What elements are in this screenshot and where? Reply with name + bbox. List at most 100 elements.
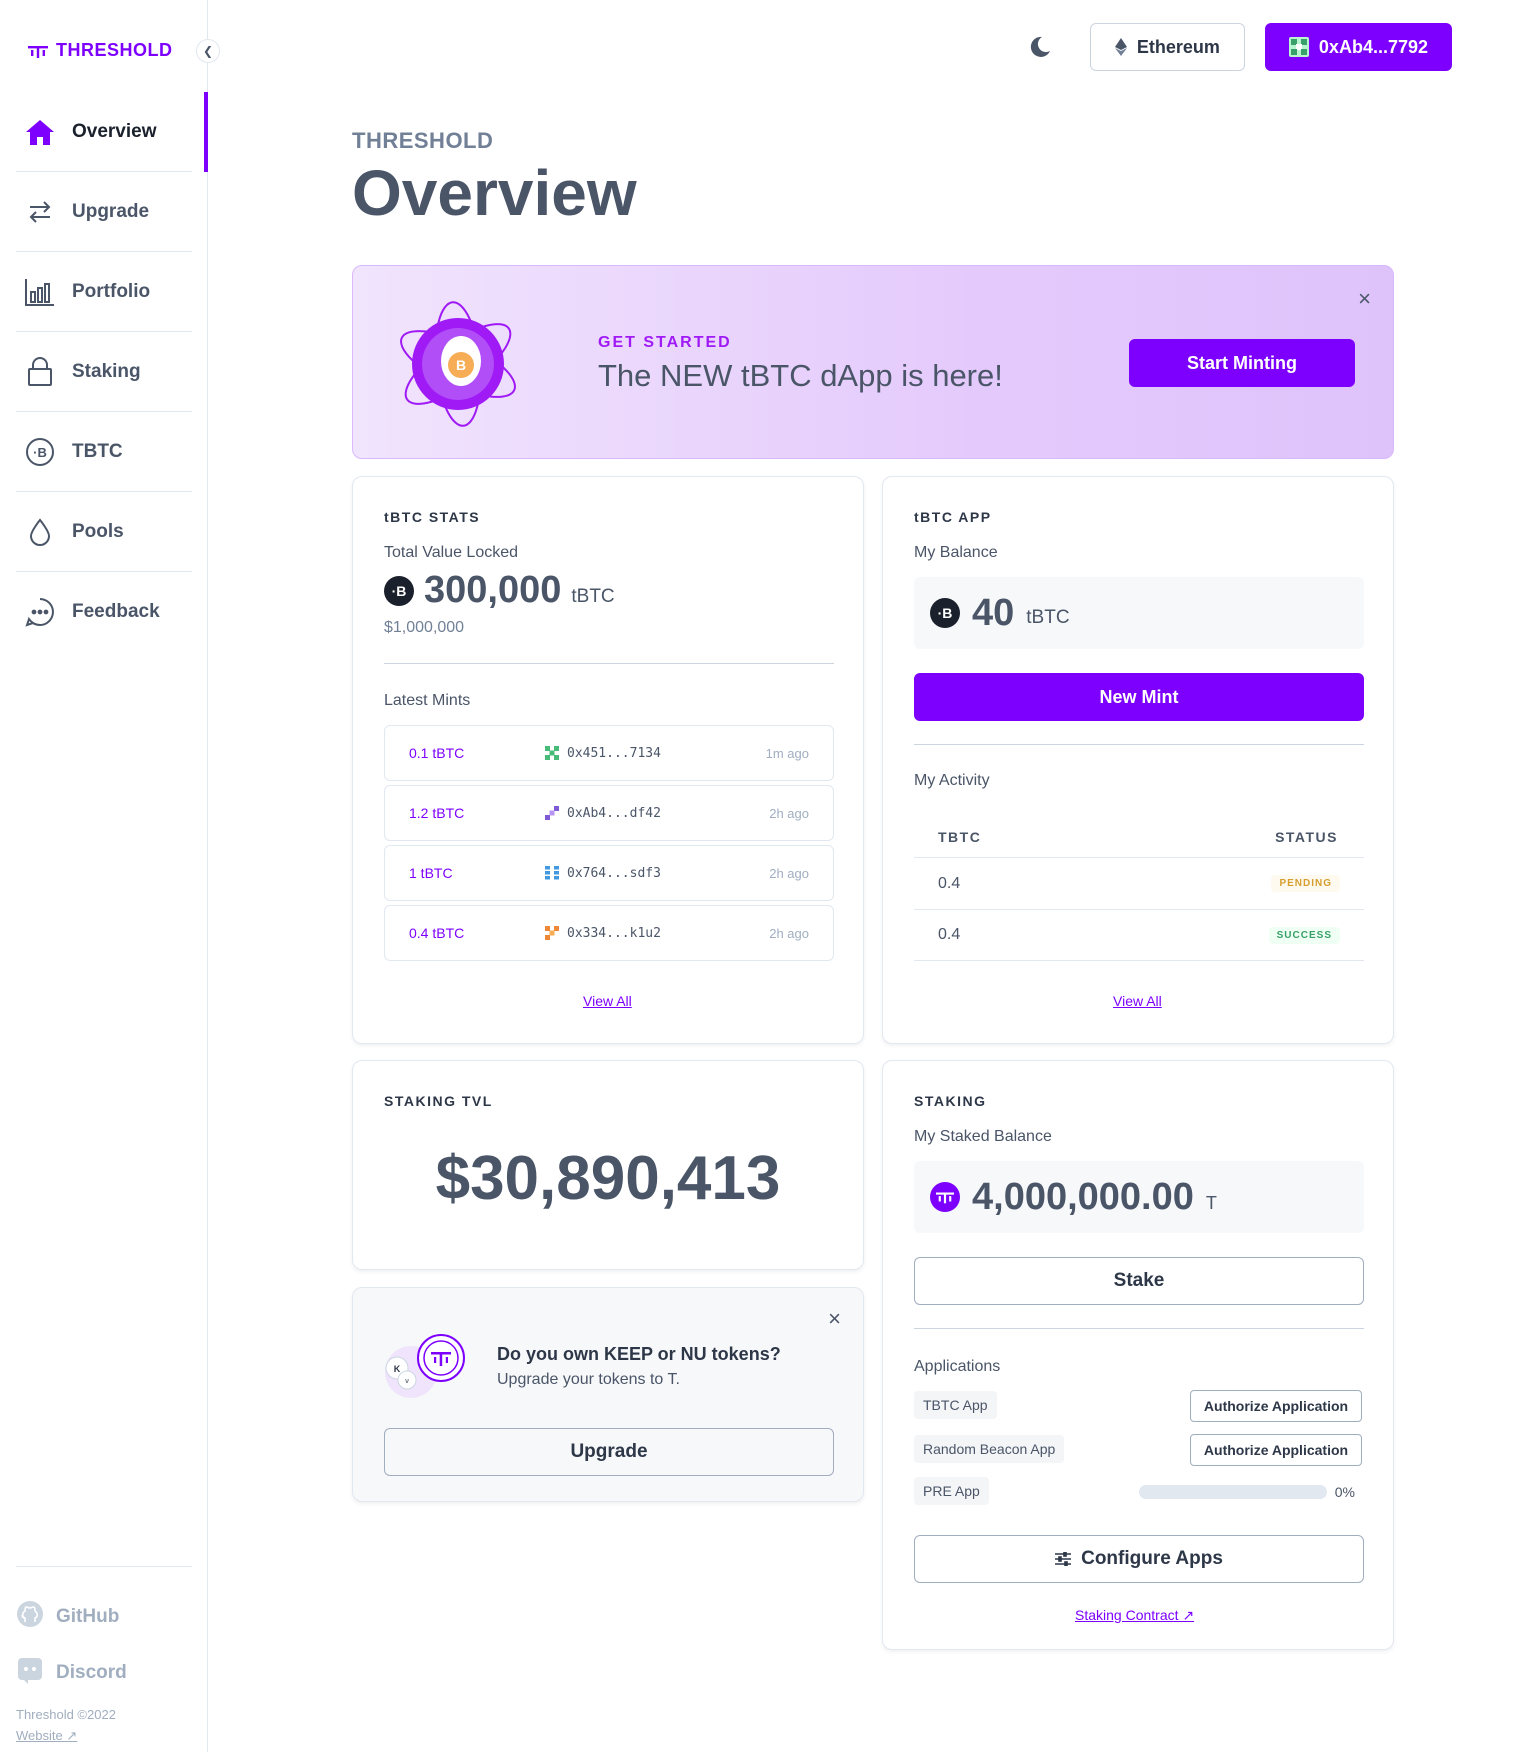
view-all-activity-link[interactable]: View All bbox=[1113, 993, 1162, 1009]
configure-apps-label: Configure Apps bbox=[1081, 1548, 1223, 1569]
address-avatar-icon bbox=[545, 746, 559, 760]
upgrade-card-close-icon[interactable]: × bbox=[828, 1306, 841, 1331]
staking-contract-link[interactable]: Staking Contract ↗ bbox=[1075, 1607, 1195, 1623]
mint-amount: 0.4 tBTC bbox=[409, 925, 465, 941]
tvl-label: Total Value Locked bbox=[384, 544, 519, 561]
mint-address: 0x451...7134 bbox=[545, 746, 766, 761]
svg-text:K: K bbox=[394, 1364, 401, 1374]
mint-time: 2h ago bbox=[769, 925, 809, 941]
stake-button[interactable]: Stake bbox=[914, 1257, 1364, 1305]
new-mint-button[interactable]: New Mint bbox=[914, 673, 1364, 721]
svg-text:B: B bbox=[456, 357, 466, 373]
wallet-button[interactable]: 0xAb4...7792 bbox=[1264, 23, 1452, 71]
droplet-icon bbox=[24, 516, 56, 548]
banner-close-icon[interactable]: × bbox=[1358, 286, 1371, 311]
staked-balance-box: 4,000,000.00 T bbox=[914, 1161, 1364, 1233]
sidebar-item-overview[interactable]: Overview bbox=[16, 92, 208, 172]
staking-card: STAKING My Staked Balance 4,000,000.00 T… bbox=[882, 1060, 1394, 1650]
tbtc-balance-box: ·B 40 tBTC bbox=[914, 577, 1364, 649]
staked-balance-label: My Staked Balance bbox=[914, 1128, 1052, 1145]
mint-address-text: 0x334...k1u2 bbox=[567, 925, 661, 941]
mint-address-text: 0x764...sdf3 bbox=[567, 865, 661, 881]
lock-icon bbox=[24, 356, 56, 388]
mint-address: 0x764...sdf3 bbox=[545, 866, 769, 881]
sidebar-nav: Overview Upgrade Portfolio Staking ·B TB… bbox=[16, 92, 208, 652]
sidebar-item-pools[interactable]: Pools bbox=[16, 492, 192, 572]
pre-app-progress-label: 0% bbox=[1334, 1484, 1355, 1500]
github-link[interactable]: GitHub bbox=[16, 1589, 192, 1645]
sidebar-item-tbtc[interactable]: ·B TBTC bbox=[16, 412, 192, 492]
sidebar-footer: GitHub Discord Threshold ©2022 Website ↗ bbox=[16, 1566, 192, 1745]
divider bbox=[384, 663, 834, 664]
app-tag-random-beacon: Random Beacon App bbox=[914, 1435, 1065, 1463]
sidebar-item-upgrade[interactable]: Upgrade bbox=[16, 172, 192, 252]
threshold-logo[interactable]: THRESHOLD bbox=[28, 40, 173, 61]
card-label: STAKING TVL bbox=[384, 1093, 493, 1109]
sidebar-item-label: Pools bbox=[72, 520, 124, 542]
keep-nu-tokens-illustration: K ν bbox=[385, 1334, 465, 1398]
mint-row[interactable]: 0.4 tBTC 0x334...k1u2 2h ago bbox=[384, 905, 834, 961]
swap-icon bbox=[24, 196, 56, 228]
wallet-avatar-icon bbox=[1288, 37, 1309, 57]
discord-icon bbox=[16, 1656, 44, 1690]
mint-row[interactable]: 1.2 tBTC 0xAb4...df42 2h ago bbox=[384, 785, 834, 841]
mint-row[interactable]: 1 tBTC 0x764...sdf3 2h ago bbox=[384, 845, 834, 901]
tvl-value: 300,000 bbox=[424, 569, 562, 611]
column-header-tbtc: TBTC bbox=[938, 829, 982, 845]
mint-address: 0x334...k1u2 bbox=[545, 926, 769, 941]
dark-mode-toggle[interactable] bbox=[1020, 27, 1060, 67]
discord-label: Discord bbox=[56, 1662, 127, 1683]
mint-amount: 1.2 tBTC bbox=[409, 805, 465, 821]
balance-unit: tBTC bbox=[1026, 607, 1070, 628]
page-title: Overview bbox=[352, 157, 637, 229]
divider bbox=[914, 744, 1364, 745]
tbtc-launch-banner: B GET STARTED The NEW tBTC dApp is here!… bbox=[352, 265, 1394, 459]
mint-time: 2h ago bbox=[769, 865, 809, 881]
website-link[interactable]: Website ↗ bbox=[16, 1728, 78, 1743]
svg-text:·B: ·B bbox=[33, 445, 47, 460]
sidebar-item-label: Staking bbox=[72, 360, 141, 382]
network-button[interactable]: Ethereum bbox=[1089, 23, 1245, 71]
sidebar-item-feedback[interactable]: Feedback bbox=[16, 572, 192, 652]
mint-time: 2h ago bbox=[769, 805, 809, 821]
view-all-mints-link[interactable]: View All bbox=[583, 993, 632, 1009]
logo-text: THRESHOLD bbox=[56, 40, 173, 60]
sliders-icon bbox=[1055, 1552, 1072, 1566]
card-label: tBTC STATS bbox=[384, 509, 481, 525]
authorize-tbtc-app-button[interactable]: Authorize Application bbox=[1190, 1390, 1362, 1422]
staking-tvl-value: $30,890,413 bbox=[435, 1144, 781, 1213]
applications-label: Applications bbox=[914, 1358, 1001, 1375]
staking-tvl-card: STAKING TVL $30,890,413 bbox=[352, 1060, 864, 1270]
configure-apps-button[interactable]: Configure Apps bbox=[914, 1535, 1364, 1583]
mint-address-text: 0xAb4...df42 bbox=[567, 805, 661, 821]
mint-amount: 0.1 tBTC bbox=[409, 745, 465, 761]
collapse-sidebar-button[interactable]: ❮ bbox=[196, 39, 220, 63]
upgrade-card-subtitle: Upgrade your tokens to T. bbox=[497, 1371, 680, 1388]
sidebar-item-portfolio[interactable]: Portfolio bbox=[16, 252, 192, 332]
sidebar-item-label: Feedback bbox=[72, 601, 160, 622]
sidebar-item-label: Portfolio bbox=[72, 280, 151, 302]
chat-icon bbox=[24, 596, 56, 628]
tbtc-atom-illustration: B bbox=[400, 301, 516, 427]
activity-amount: 0.4 bbox=[938, 926, 961, 943]
upgrade-button[interactable]: Upgrade bbox=[384, 1428, 834, 1476]
start-minting-button[interactable]: Start Minting bbox=[1129, 339, 1355, 387]
status-badge: SUCCESS bbox=[1268, 926, 1340, 944]
app-tag-pre: PRE App bbox=[914, 1477, 989, 1505]
home-icon bbox=[24, 116, 56, 148]
activity-row[interactable]: 0.4 SUCCESS bbox=[914, 909, 1364, 961]
discord-link[interactable]: Discord bbox=[16, 1645, 192, 1701]
pre-app-progress-bar bbox=[1139, 1485, 1327, 1499]
latest-mints-label: Latest Mints bbox=[384, 692, 471, 709]
activity-row[interactable]: 0.4 PENDING bbox=[914, 857, 1364, 909]
authorize-random-beacon-button[interactable]: Authorize Application bbox=[1190, 1434, 1362, 1466]
sidebar-item-label: Upgrade bbox=[72, 200, 150, 222]
sidebar-item-label: Overview bbox=[72, 120, 157, 142]
activity-amount: 0.4 bbox=[938, 874, 961, 892]
tbtc-icon: ·B bbox=[24, 436, 56, 468]
mint-row[interactable]: 0.1 tBTC 0x451...7134 1m ago bbox=[384, 725, 834, 781]
sidebar-item-staking[interactable]: Staking bbox=[16, 332, 192, 412]
tbtc-token-icon: ·B bbox=[384, 575, 414, 606]
copyright-text: Threshold ©2022 bbox=[16, 1707, 116, 1722]
svg-text:ν: ν bbox=[405, 1378, 409, 1385]
